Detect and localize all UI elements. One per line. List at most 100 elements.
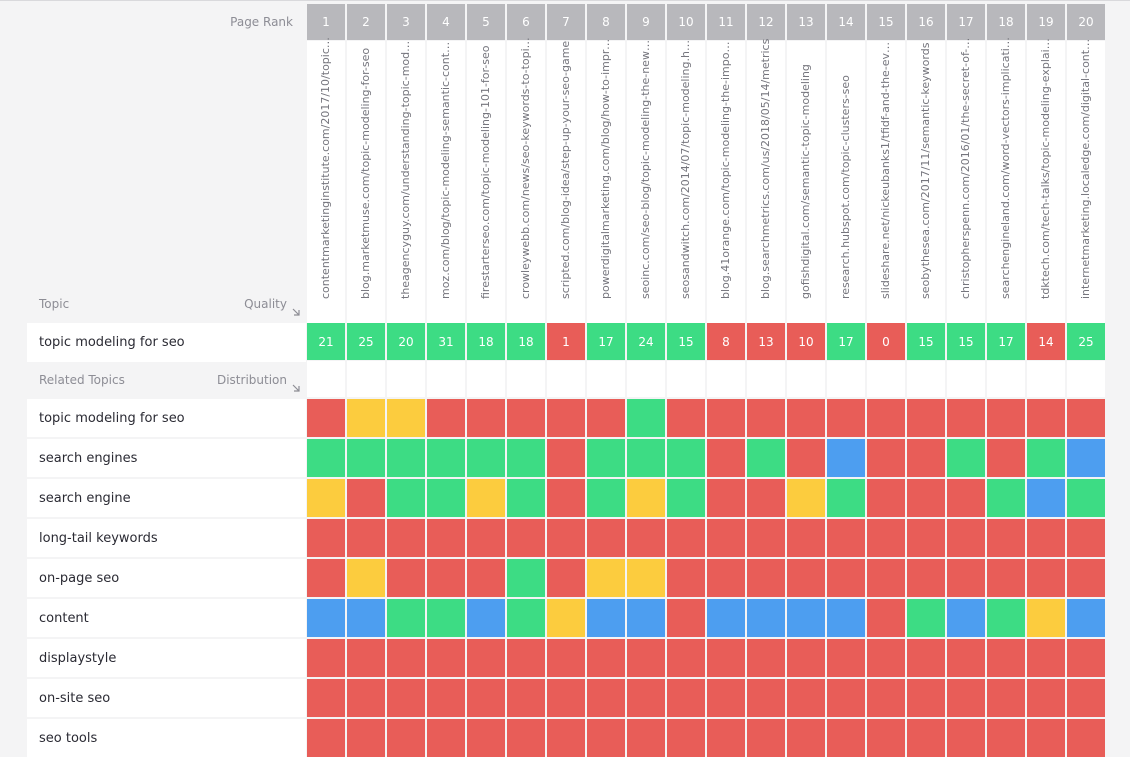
- result-url[interactable]: powerdigitalmarketing.com/blog/how-to-im…: [599, 37, 612, 299]
- page-rank-header[interactable]: 20: [1067, 4, 1105, 40]
- result-url[interactable]: theagencyguy.com/understanding-topic-mod…: [399, 37, 412, 299]
- url-column[interactable]: powerdigitalmarketing.com/blog/how-to-im…: [587, 37, 625, 323]
- page-rank-header[interactable]: 9: [627, 4, 665, 40]
- result-url[interactable]: blog.41orange.com/topic-modeling-the-imp…: [719, 37, 732, 299]
- page-rank-header[interactable]: 16: [907, 4, 945, 40]
- heatmap-cell: [1067, 559, 1105, 597]
- page-rank-header[interactable]: 17: [947, 4, 985, 40]
- page-rank-header[interactable]: 7: [547, 4, 585, 40]
- heatmap-cell: [307, 479, 345, 517]
- heatmap-cell: [947, 599, 985, 637]
- result-url[interactable]: moz.com/blog/topic-modeling-semantic-con…: [439, 37, 452, 299]
- result-url[interactable]: blog.marketmuse.com/topic-modeling-for-s…: [359, 47, 372, 299]
- result-url[interactable]: slideshare.net/nickeubanks1/tfidf-and-th…: [879, 37, 892, 299]
- result-url[interactable]: crowleywebb.com/news/seo-keywords-to-top…: [519, 37, 532, 299]
- page-rank-header[interactable]: 19: [1027, 4, 1065, 40]
- result-url[interactable]: firestarterseo.com/topic-modeling-101-fo…: [479, 45, 492, 299]
- page-rank-header[interactable]: 4: [427, 4, 465, 40]
- quality-score-cell: 15: [947, 323, 985, 360]
- corner-arrow-icon[interactable]: [292, 308, 300, 316]
- page-rank-header[interactable]: 6: [507, 4, 545, 40]
- quality-score-cell: 10: [787, 323, 825, 360]
- distribution-column-label[interactable]: Distribution: [216, 373, 287, 387]
- heatmap-cell: [787, 559, 825, 597]
- url-column[interactable]: moz.com/blog/topic-modeling-semantic-con…: [427, 37, 465, 323]
- page-rank-header[interactable]: 3: [387, 4, 425, 40]
- heatmap-cell: [347, 639, 385, 677]
- url-column[interactable]: seobythesea.com/2017/11/semantic-keyword…: [907, 41, 945, 323]
- heatmap-cell: [707, 679, 745, 717]
- heatmap-cell: [867, 639, 905, 677]
- page-rank-header[interactable]: 1: [307, 4, 345, 40]
- heatmap-cell: [507, 559, 545, 597]
- related-topic-label: displaystyle: [27, 639, 306, 677]
- heatmap-cell: [307, 399, 345, 437]
- page-rank-header[interactable]: 8: [587, 4, 625, 40]
- url-column[interactable]: research.hubspot.com/topic-clusters-seo: [827, 41, 865, 323]
- page-rank-header[interactable]: 11: [707, 4, 745, 40]
- url-column[interactable]: blog.marketmuse.com/topic-modeling-for-s…: [347, 41, 385, 323]
- url-column[interactable]: crowleywebb.com/news/seo-keywords-to-top…: [507, 37, 545, 323]
- heatmap-cell: [707, 719, 745, 757]
- result-url[interactable]: seosandwitch.com/2014/07/topic-modeling.…: [679, 37, 692, 299]
- result-url[interactable]: christopherspenn.com/2016/01/the-secret-…: [959, 37, 972, 299]
- heatmap-cell: [707, 599, 745, 637]
- heatmap-cell: [747, 439, 785, 477]
- page-rank-header[interactable]: 13: [787, 4, 825, 40]
- url-column[interactable]: internetmarketing.localedge.com/digital-…: [1067, 37, 1105, 323]
- url-column[interactable]: gofishdigital.com/semantic-topic-modelin…: [787, 41, 825, 323]
- result-url[interactable]: tdktech.com/tech-talks/topic-modeling-ex…: [1039, 37, 1052, 299]
- heatmap-cell: [347, 719, 385, 757]
- heatmap-cell: [827, 719, 865, 757]
- page-rank-header[interactable]: 12: [747, 4, 785, 40]
- url-column[interactable]: contentmarketinginstitute.com/2017/10/to…: [307, 37, 345, 323]
- url-column[interactable]: scripted.com/blog-idea/step-up-your-seo-…: [547, 41, 585, 323]
- heatmap-cell: [587, 639, 625, 677]
- heatmap-cell: [787, 599, 825, 637]
- url-column[interactable]: seosandwitch.com/2014/07/topic-modeling.…: [667, 37, 705, 323]
- heatmap-cell: [827, 439, 865, 477]
- result-url[interactable]: seoinc.com/seo-blog/topic-modeling-the-n…: [639, 37, 652, 299]
- page-rank-header[interactable]: 15: [867, 4, 905, 40]
- result-url[interactable]: contentmarketinginstitute.com/2017/10/to…: [319, 37, 332, 299]
- url-column[interactable]: slideshare.net/nickeubanks1/tfidf-and-th…: [867, 37, 905, 323]
- corner-arrow-icon[interactable]: [292, 384, 300, 392]
- result-url[interactable]: scripted.com/blog-idea/step-up-your-seo-…: [559, 40, 572, 299]
- heatmap-cell: [427, 599, 465, 637]
- result-url[interactable]: blog.searchmetrics.com/us/2018/05/14/met…: [759, 38, 772, 299]
- heatmap-cell: [747, 719, 785, 757]
- url-column[interactable]: searchengineland.com/word-vectors-implic…: [987, 37, 1025, 323]
- url-column[interactable]: blog.searchmetrics.com/us/2018/05/14/met…: [747, 39, 785, 323]
- result-url[interactable]: internetmarketing.localedge.com/digital-…: [1079, 37, 1092, 299]
- url-column[interactable]: tdktech.com/tech-talks/topic-modeling-ex…: [1027, 37, 1065, 323]
- result-url[interactable]: searchengineland.com/word-vectors-implic…: [999, 37, 1012, 299]
- url-column[interactable]: firestarterseo.com/topic-modeling-101-fo…: [467, 41, 505, 323]
- heatmap-cell: [747, 599, 785, 637]
- page-rank-header[interactable]: 10: [667, 4, 705, 40]
- page-rank-header[interactable]: 14: [827, 4, 865, 40]
- page-rank-header[interactable]: 18: [987, 4, 1025, 40]
- quality-column-label[interactable]: Quality: [244, 297, 287, 311]
- heatmap-cell: [587, 679, 625, 717]
- url-column[interactable]: christopherspenn.com/2016/01/the-secret-…: [947, 37, 985, 323]
- url-column[interactable]: theagencyguy.com/understanding-topic-mod…: [387, 37, 425, 323]
- page-rank-header[interactable]: 5: [467, 4, 505, 40]
- heatmap-cell: [947, 559, 985, 597]
- distribution-spacer: [707, 361, 745, 397]
- url-column[interactable]: seoinc.com/seo-blog/topic-modeling-the-n…: [627, 37, 665, 323]
- heatmap-cell: [747, 479, 785, 517]
- result-url[interactable]: seobythesea.com/2017/11/semantic-keyword…: [919, 42, 932, 299]
- heatmap-cell: [787, 439, 825, 477]
- result-url[interactable]: research.hubspot.com/topic-clusters-seo: [839, 75, 852, 299]
- heatmap-cell: [667, 719, 705, 757]
- heatmap-cell: [1067, 639, 1105, 677]
- heatmap-cell: [1027, 439, 1065, 477]
- result-url[interactable]: gofishdigital.com/semantic-topic-modelin…: [799, 64, 812, 299]
- heatmap-cell: [627, 679, 665, 717]
- page-rank-header[interactable]: 2: [347, 4, 385, 40]
- quality-score-cell: 15: [907, 323, 945, 360]
- heatmap-cell: [867, 679, 905, 717]
- url-column[interactable]: blog.41orange.com/topic-modeling-the-imp…: [707, 37, 745, 323]
- distribution-spacer: [947, 361, 985, 397]
- heatmap-cell: [827, 559, 865, 597]
